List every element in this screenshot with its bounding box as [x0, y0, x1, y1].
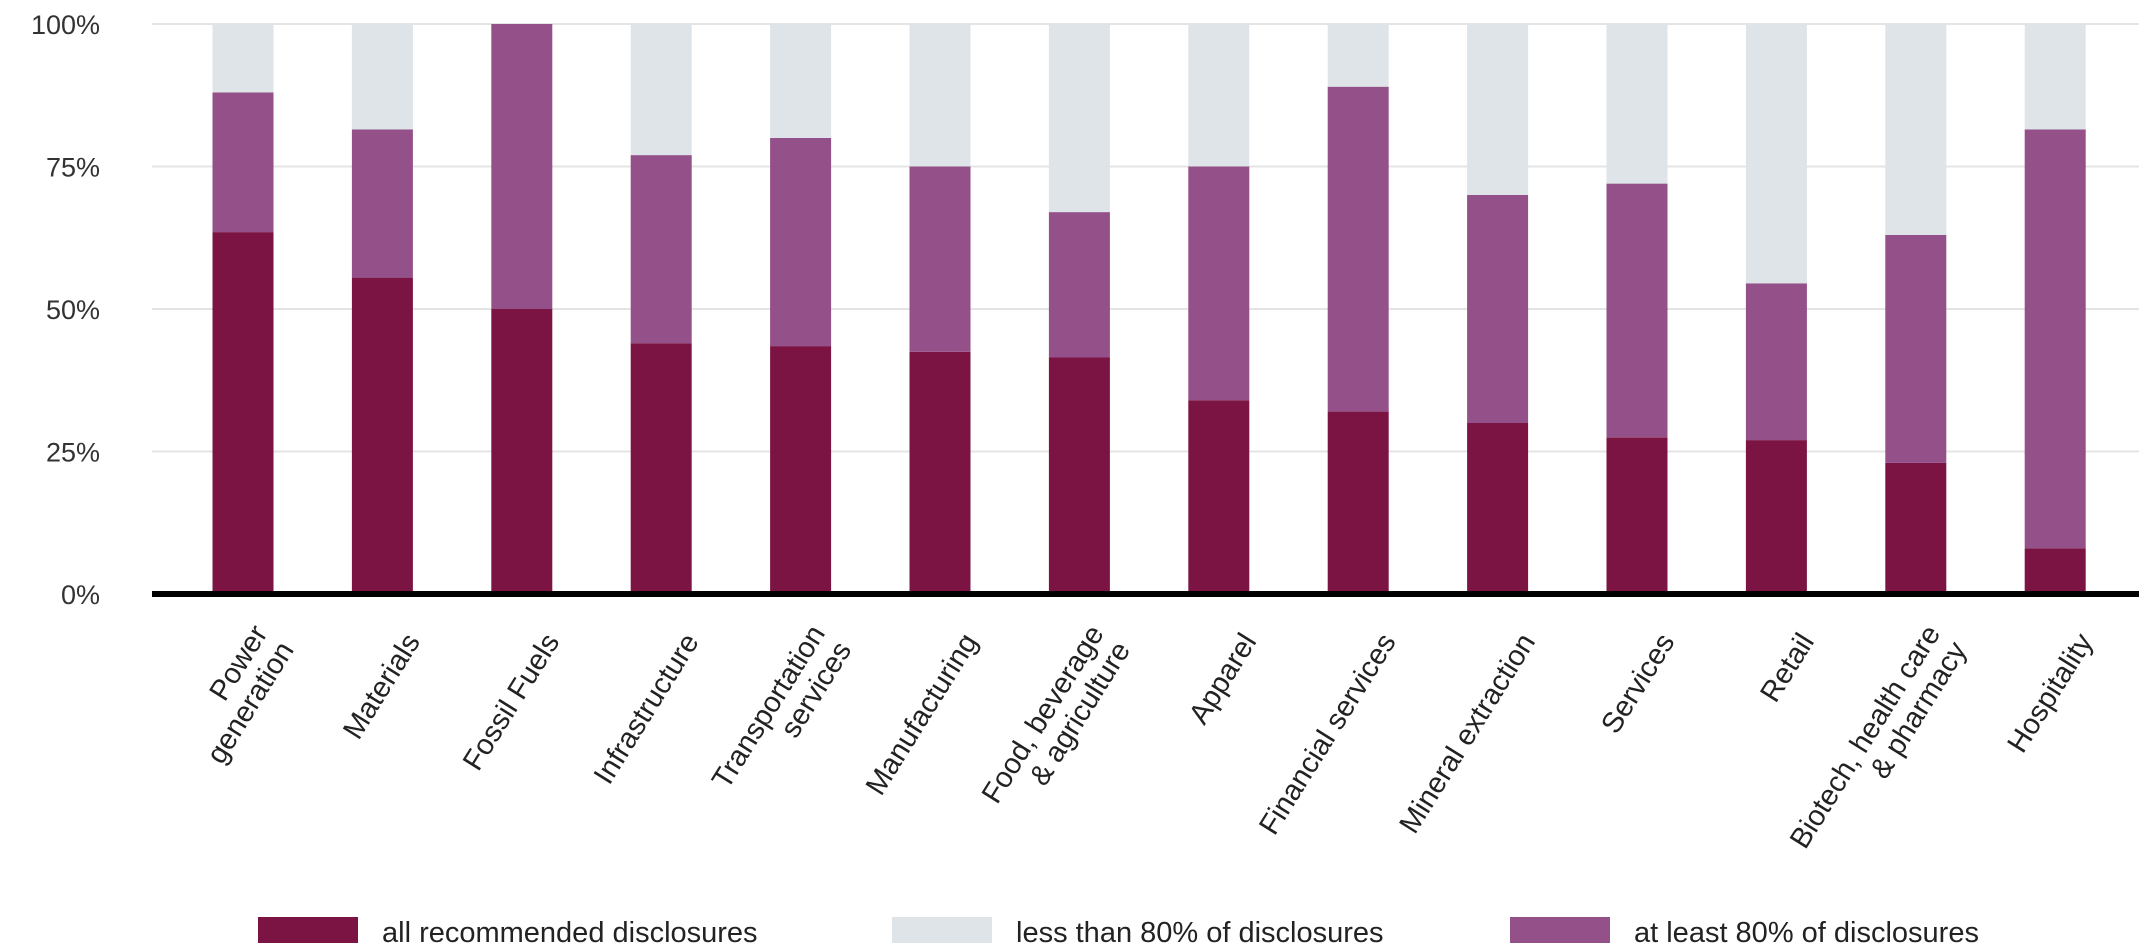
- bar-biotech-health-care-pharmacy-at-least-80-of-disclosures: [1885, 234, 1947, 463]
- bar-biotech-health-care-pharmacy-less-than-80-of-disclosures: [1885, 24, 1947, 235]
- category-label-line: Materials: [337, 628, 426, 745]
- category-label-line: Infrastructure: [588, 628, 706, 790]
- bar-hospitality-at-least-80-of-disclosures: [2024, 129, 2086, 549]
- gridlines: [152, 23, 2139, 453]
- category-label-retail: Retail: [1754, 628, 1820, 708]
- bar-services-at-least-80-of-disclosures: [1606, 183, 1668, 438]
- bar-financial-services-less-than-80-of-disclosures: [1327, 24, 1389, 87]
- category-label-line: Apparel: [1183, 628, 1263, 730]
- category-label-infrastructure: Infrastructure: [588, 628, 706, 790]
- legend-swatch: [258, 917, 358, 943]
- category-label-line: Hospitality: [2002, 628, 2100, 759]
- category-label-services: Services: [1595, 628, 1681, 739]
- bar-apparel-at-least-80-of-disclosures: [1188, 166, 1250, 401]
- bar-infrastructure-at-least-80-of-disclosures: [630, 155, 692, 344]
- bar-power-generation-all-recommended-disclosures: [212, 232, 274, 594]
- bar-financial-services-at-least-80-of-disclosures: [1327, 86, 1389, 412]
- bar-power-generation-less-than-80-of-disclosures: [212, 24, 274, 93]
- legend-swatch: [1510, 917, 1610, 943]
- bar-biotech-health-care-pharmacy-all-recommended-disclosures: [1885, 462, 1947, 594]
- bar-infrastructure-all-recommended-disclosures: [630, 343, 692, 594]
- bar-financial-services-all-recommended-disclosures: [1327, 411, 1389, 594]
- bar-materials-all-recommended-disclosures: [351, 277, 413, 594]
- bar-materials-at-least-80-of-disclosures: [351, 129, 413, 278]
- category-label-line: Manufacturing: [860, 628, 985, 801]
- bar-transportation-services-less-than-80-of-disclosures: [770, 24, 832, 138]
- y-tick-label: 100%: [31, 10, 100, 40]
- bar-retail-all-recommended-disclosures: [1745, 440, 1807, 594]
- category-label-mineral-extraction: Mineral extraction: [1394, 628, 1542, 839]
- category-label-hospitality: Hospitality: [2002, 628, 2100, 759]
- category-label-line: Financial services: [1253, 628, 1402, 840]
- y-tick-label: 75%: [46, 153, 100, 183]
- bar-fossil-fuels-all-recommended-disclosures: [491, 309, 553, 594]
- category-label-line: Mineral extraction: [1394, 628, 1542, 839]
- bar-services-all-recommended-disclosures: [1606, 437, 1668, 595]
- category-label-manufacturing: Manufacturing: [860, 628, 985, 801]
- legend-swatch: [892, 917, 992, 943]
- legend-item-at-least-80-of-disclosures: at least 80% of disclosures: [1510, 917, 1979, 949]
- y-tick-label: 0%: [61, 580, 100, 610]
- category-label-financial-services: Financial services: [1253, 628, 1402, 840]
- bar-retail-less-than-80-of-disclosures: [1745, 24, 1807, 284]
- bar-infrastructure-less-than-80-of-disclosures: [630, 24, 692, 156]
- category-label-line: Services: [1595, 628, 1681, 739]
- bars: [212, 24, 2086, 595]
- bar-apparel-less-than-80-of-disclosures: [1188, 24, 1250, 167]
- bar-mineral-extraction-less-than-80-of-disclosures: [1467, 24, 1529, 195]
- bar-apparel-all-recommended-disclosures: [1188, 400, 1250, 594]
- bar-mineral-extraction-all-recommended-disclosures: [1467, 423, 1529, 594]
- bar-retail-at-least-80-of-disclosures: [1745, 283, 1807, 441]
- y-tick-label: 25%: [46, 438, 100, 468]
- category-label-line: Fossil Fuels: [457, 628, 566, 776]
- category-label-food-beverage-agriculture: Food, beverage& agriculture: [976, 620, 1137, 809]
- legend-label: at least 80% of disclosures: [1634, 917, 1979, 949]
- y-tick-label: 50%: [46, 295, 100, 325]
- bar-power-generation-at-least-80-of-disclosures: [212, 92, 274, 233]
- bar-materials-less-than-80-of-disclosures: [351, 24, 413, 130]
- legend-label: all recommended disclosures: [382, 917, 758, 949]
- bar-fossil-fuels-at-least-80-of-disclosures: [491, 24, 553, 309]
- bar-food-beverage-agriculture-less-than-80-of-disclosures: [1048, 24, 1110, 213]
- legend-label: less than 80% of disclosures: [1016, 917, 1384, 949]
- bar-services-less-than-80-of-disclosures: [1606, 24, 1668, 184]
- y-tick-labels: 0% 25% 50% 75% 100%: [31, 10, 100, 610]
- legend-item-all-recommended-disclosures: all recommended disclosures: [258, 917, 758, 949]
- category-label-line: Retail: [1754, 628, 1820, 708]
- category-label-fossil-fuels: Fossil Fuels: [457, 628, 566, 776]
- bar-hospitality-less-than-80-of-disclosures: [2024, 24, 2086, 130]
- bar-food-beverage-agriculture-all-recommended-disclosures: [1048, 357, 1110, 594]
- bar-manufacturing-at-least-80-of-disclosures: [909, 166, 971, 352]
- legend-item-less-than-80-of-disclosures: less than 80% of disclosures: [892, 917, 1384, 949]
- bar-food-beverage-agriculture-at-least-80-of-disclosures: [1048, 212, 1110, 358]
- legend: all recommended disclosures less than 80%…: [258, 917, 1979, 949]
- bar-transportation-services-all-recommended-disclosures: [770, 346, 832, 594]
- category-label-apparel: Apparel: [1183, 628, 1263, 730]
- bar-manufacturing-all-recommended-disclosures: [909, 351, 971, 595]
- bar-transportation-services-at-least-80-of-disclosures: [770, 138, 832, 347]
- category-label-materials: Materials: [337, 628, 426, 745]
- bar-hospitality-all-recommended-disclosures: [2024, 548, 2086, 594]
- bar-mineral-extraction-at-least-80-of-disclosures: [1467, 195, 1529, 423]
- bar-manufacturing-less-than-80-of-disclosures: [909, 24, 971, 167]
